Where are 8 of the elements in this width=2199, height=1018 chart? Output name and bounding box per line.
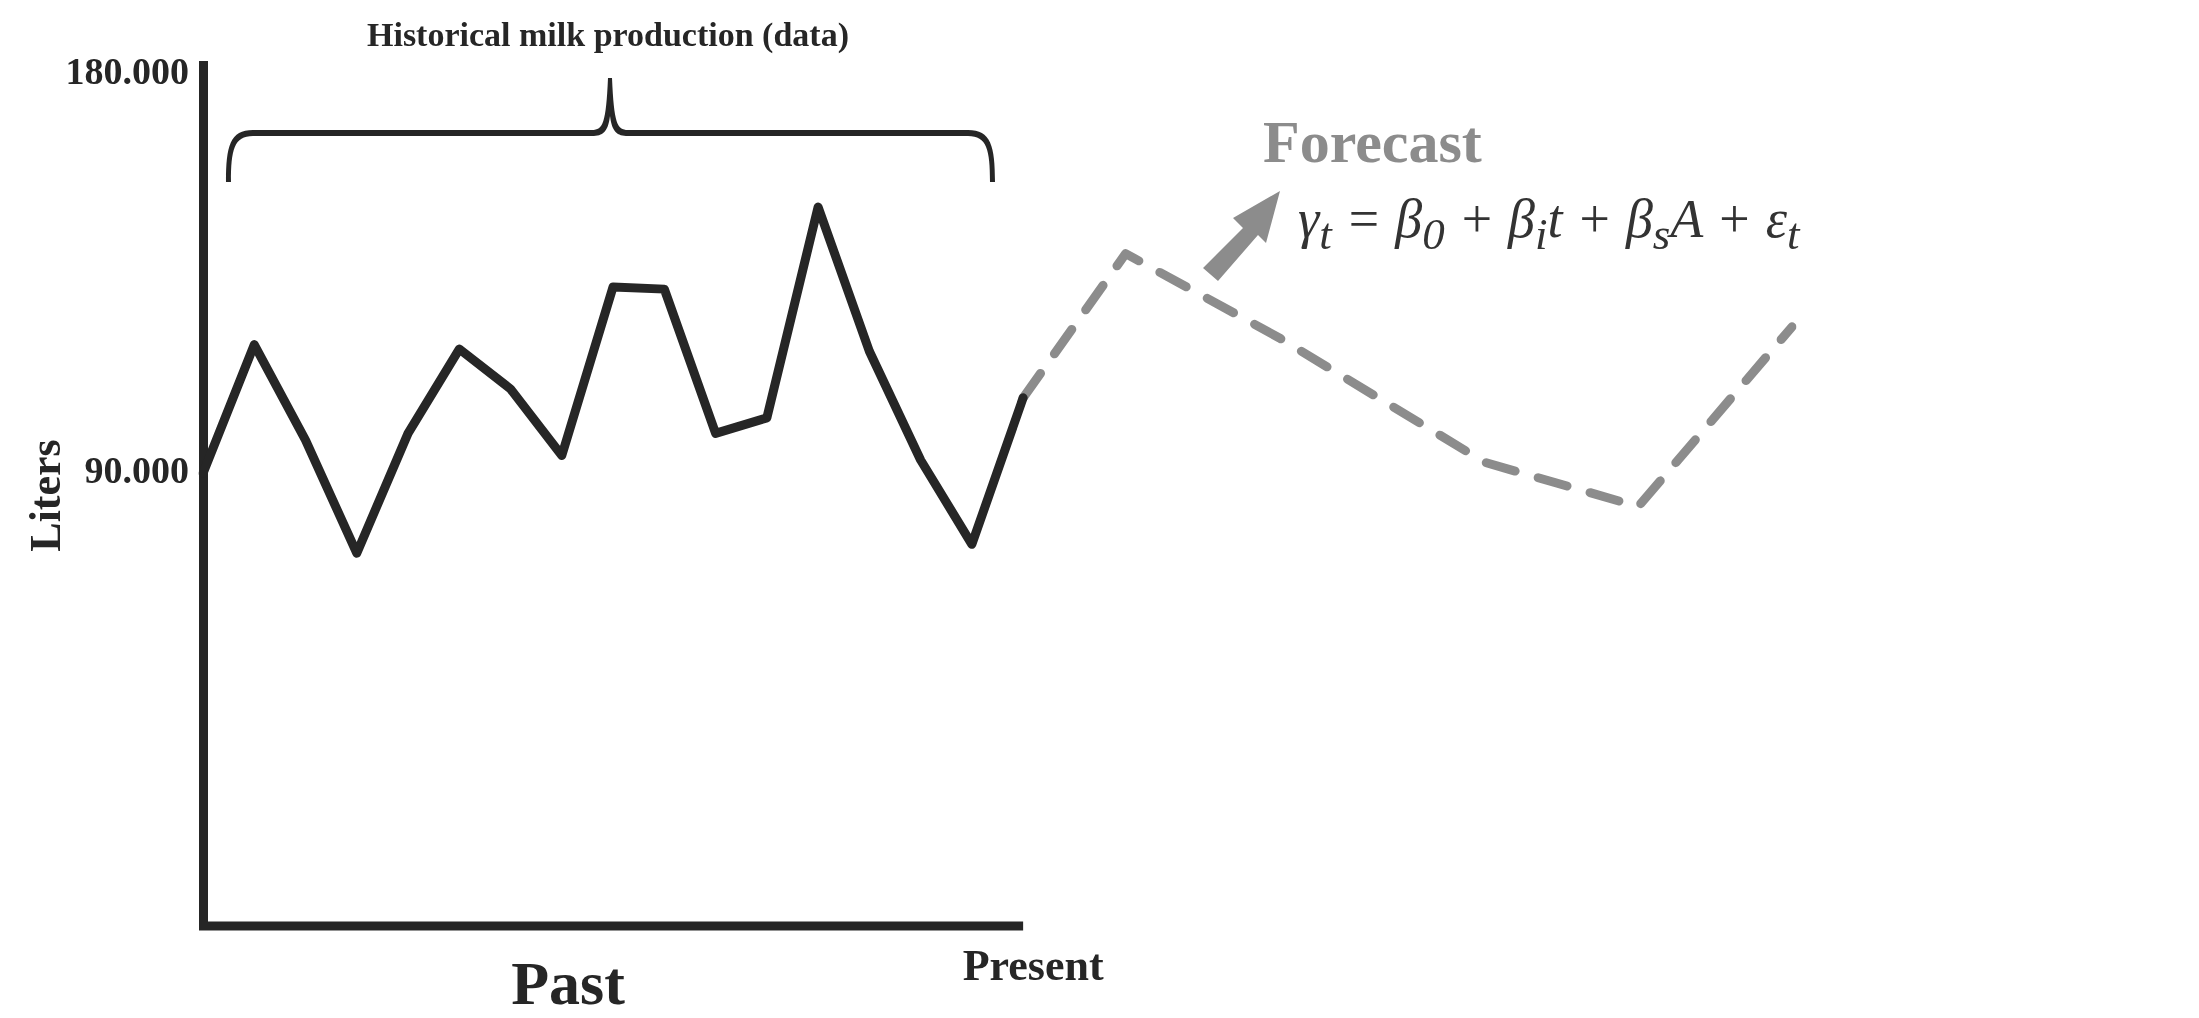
text: Forecast <box>1263 108 1482 177</box>
y-axis-title: Liters <box>20 439 70 552</box>
text: Present <box>961 940 1105 991</box>
x-axis-title: Past <box>510 948 626 1018</box>
y-tick-label: 180.000 <box>65 49 189 92</box>
text: γ$_{t}$ = β$_{0}$ + β$_{i}$t + β$_{s}$A + ε$_{t}$ <box>1298 189 1800 259</box>
y-tick-label: 90.000 <box>84 449 189 492</box>
chart-title: Historical milk production (data) <box>366 16 850 54</box>
